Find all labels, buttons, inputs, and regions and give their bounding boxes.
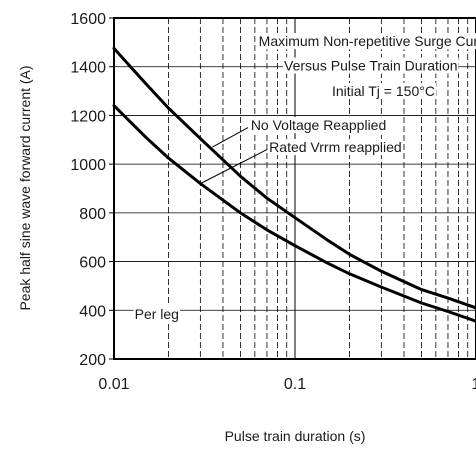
curves (112, 46, 476, 323)
y-tick-label: 1400 (70, 60, 106, 77)
rated-vrrm-reapplied-curve (112, 104, 476, 323)
y-tick-label: 1200 (70, 108, 106, 125)
annotation-background (249, 117, 388, 134)
leader-line-no-voltage (212, 127, 249, 148)
y-tick-label: 200 (79, 352, 106, 369)
annotation-leaders (200, 127, 268, 185)
y-tick-label: 800 (79, 206, 106, 223)
y-tick-label: 400 (79, 303, 106, 320)
annotation-text: No Voltage Reapplied (251, 117, 386, 133)
annotation-background (283, 57, 459, 74)
y-axis-label: Peak half sine wave forward current (A) (17, 65, 33, 310)
annotations: Maximum Non-repetitive Surge Current Vers… (133, 33, 476, 322)
annotation-background (268, 139, 403, 156)
plot-frame (113, 17, 476, 360)
annotation-background (330, 83, 436, 100)
x-tick-label: 1 (472, 376, 476, 393)
annotation-group: Maximum Non-repetitive Surge Current (257, 33, 476, 50)
annotation-group: Rated Vrrm reapplied (268, 139, 403, 156)
x-tick-label: 0.1 (284, 376, 306, 393)
grid-lines (114, 18, 476, 359)
annotation-text: Maximum Non-repetitive Surge Current (259, 33, 476, 49)
x-tick-label: 0.01 (98, 376, 129, 393)
annotation-background (257, 33, 476, 50)
axis-ticks: 200 400 600 800 1000 1200 1400 1600 0.01 0.1 1 (70, 11, 476, 393)
annotation-text: Per leg (135, 306, 179, 322)
y-tick-label: 1600 (70, 11, 106, 28)
no-voltage-reapplied-curve (112, 46, 476, 310)
y-tick-label: 600 (79, 255, 106, 272)
y-tick-label: 1000 (70, 157, 106, 174)
annotation-text: Versus Pulse Train Duration (284, 57, 458, 73)
annotation-group: Initial Tj = 150°C (330, 83, 436, 100)
x-axis-label: Pulse train duration (s) (225, 428, 366, 444)
annotation-text: Initial Tj = 150°C (332, 83, 435, 99)
annotation-text: Rated Vrrm reapplied (269, 139, 402, 155)
annotation-background (133, 305, 180, 322)
annotation-group: No Voltage Reapplied (249, 117, 388, 134)
leader-line-rated-vrrm (200, 149, 268, 185)
annotation-group: Per leg (133, 305, 180, 322)
annotation-group: Versus Pulse Train Duration (283, 57, 459, 74)
